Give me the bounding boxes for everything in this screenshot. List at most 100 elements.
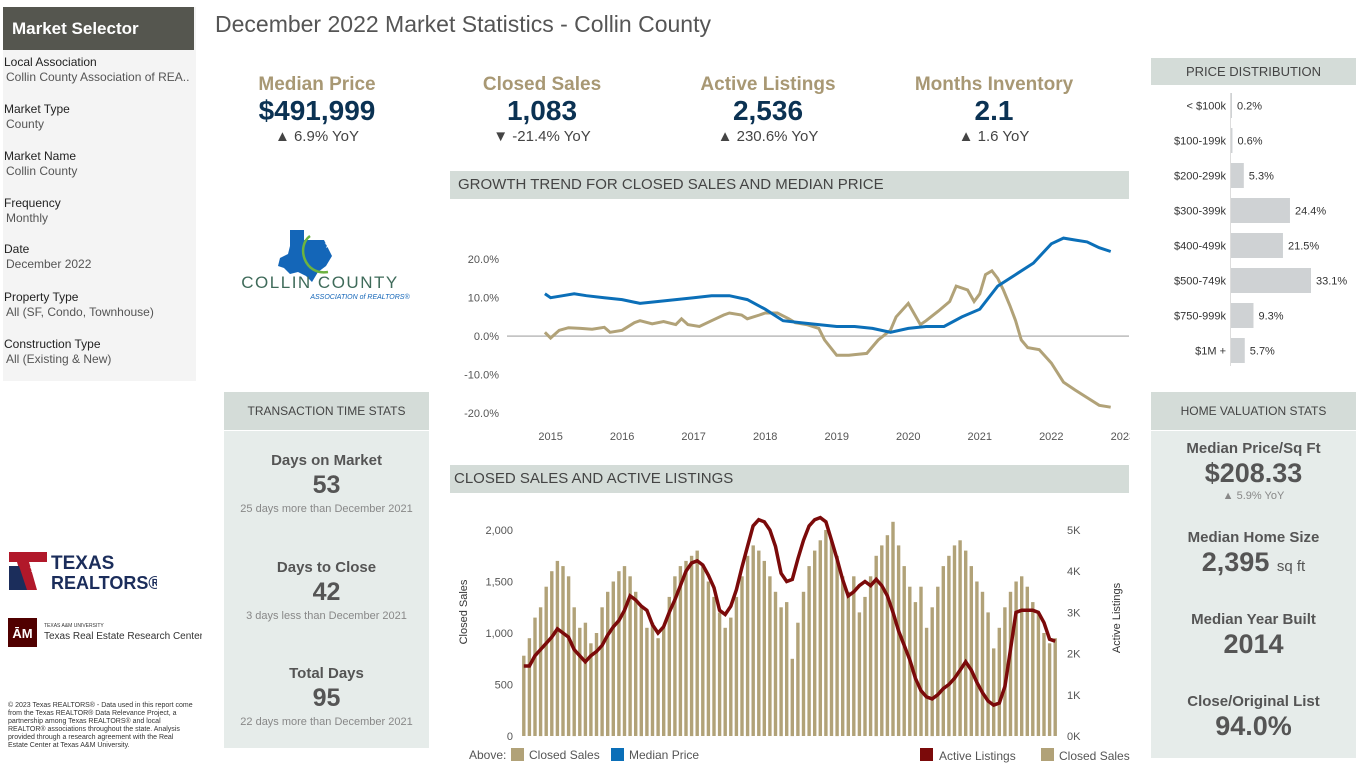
closed-sales-bar[interactable]	[611, 581, 615, 737]
closed-sales-bar[interactable]	[1031, 602, 1035, 736]
closed-sales-bar[interactable]	[885, 535, 890, 736]
closed-sales-bar[interactable]	[992, 648, 996, 736]
pd-bar[interactable]	[1231, 303, 1254, 328]
filter-value[interactable]: All (Existing & New)	[6, 352, 112, 366]
closed-sales-bar[interactable]	[1008, 591, 1013, 736]
closed-sales-bar[interactable]	[751, 545, 755, 736]
closed-sales-bar[interactable]	[768, 576, 772, 736]
closed-sales-bar[interactable]	[874, 555, 878, 737]
closed-sales-bar[interactable]	[701, 566, 705, 736]
closed-sales-bar[interactable]	[807, 566, 811, 736]
closed-sales-bar[interactable]	[589, 643, 593, 736]
closed-sales-bar[interactable]	[578, 627, 582, 736]
pd-bar[interactable]	[1231, 163, 1244, 188]
legend-closed-sales[interactable]: Closed Sales	[529, 748, 600, 762]
closed-sales-bar[interactable]	[1042, 633, 1046, 736]
closed-sales-bar[interactable]	[1053, 638, 1057, 736]
filter-local-association[interactable]: Local Association Collin County Associat…	[4, 55, 189, 84]
closed-sales-bar[interactable]	[594, 633, 599, 736]
closed-sales-bar[interactable]	[818, 540, 822, 736]
filter-market-name[interactable]: Market Name Collin County	[4, 149, 77, 178]
closed-sales-bar[interactable]	[952, 545, 957, 736]
closed-sales-bar[interactable]	[717, 612, 722, 736]
closed-sales-bar[interactable]	[829, 540, 834, 736]
closed-sales-bar[interactable]	[896, 545, 901, 736]
filter-construction-type[interactable]: Construction Type All (Existing & New)	[4, 337, 111, 366]
closed-sales-bar[interactable]	[606, 591, 610, 736]
closed-sales-bar[interactable]	[1047, 643, 1052, 736]
closed-sales-bar[interactable]	[857, 612, 862, 736]
closed-sales-bar[interactable]	[555, 560, 560, 736]
closed-sales-bar[interactable]	[1020, 576, 1024, 736]
closed-sales-bar[interactable]	[583, 622, 588, 736]
closed-sales-bar[interactable]	[846, 591, 850, 736]
closed-sales-bar[interactable]	[1036, 612, 1041, 736]
closed-sales-bar[interactable]	[930, 607, 934, 737]
closed-sales-bar[interactable]	[958, 540, 962, 736]
closed-sales-bar[interactable]	[936, 586, 940, 736]
closed-sales-bar[interactable]	[622, 566, 627, 736]
closed-sales-bar[interactable]	[522, 655, 526, 736]
closed-sales-bar[interactable]	[801, 591, 806, 736]
closed-sales-bar[interactable]	[757, 550, 761, 736]
closed-sales-bar[interactable]	[656, 638, 660, 736]
filter-value[interactable]: All (SF, Condo, Townhouse)	[6, 305, 154, 319]
filter-value[interactable]: County	[6, 117, 45, 131]
pd-bar[interactable]	[1231, 338, 1245, 363]
closed-sales-bar[interactable]	[538, 607, 543, 737]
filter-property-type[interactable]: Property Type All (SF, Condo, Townhouse)	[4, 290, 154, 319]
closed-sales-bar[interactable]	[947, 555, 951, 737]
closed-sales-bar[interactable]	[527, 638, 532, 736]
closed-sales-bar[interactable]	[919, 586, 923, 736]
pd-bar[interactable]	[1231, 93, 1232, 118]
closed-sales-bar[interactable]	[891, 521, 895, 736]
closed-sales-bar[interactable]	[868, 576, 873, 736]
closed-sales-bar[interactable]	[740, 576, 744, 736]
legend-median-price[interactable]: Median Price	[629, 748, 699, 762]
closed-sales-bar[interactable]	[662, 627, 666, 736]
closed-sales-bar[interactable]	[913, 602, 918, 736]
closed-sales-bar[interactable]	[980, 591, 985, 736]
closed-sales-bar[interactable]	[561, 566, 565, 736]
closed-sales-bar[interactable]	[706, 581, 711, 737]
pd-bar[interactable]	[1231, 198, 1290, 223]
closed-sales-bar[interactable]	[533, 617, 537, 736]
filter-value[interactable]: Collin County Association of REA..	[6, 70, 190, 84]
closed-sales-bar[interactable]	[695, 550, 699, 736]
closed-sales-bar[interactable]	[796, 622, 800, 736]
closed-sales-bar[interactable]	[689, 555, 694, 737]
closed-sales-bar[interactable]	[924, 627, 929, 736]
filter-value[interactable]: Collin County	[6, 164, 78, 178]
closed-sales-bar[interactable]	[824, 530, 828, 736]
closed-sales-bar[interactable]	[1014, 581, 1018, 737]
closed-sales-bar[interactable]	[835, 555, 839, 737]
pd-bar[interactable]	[1231, 128, 1233, 153]
closed-sales-bar[interactable]	[852, 576, 856, 736]
closed-sales-bar[interactable]	[779, 607, 783, 737]
closed-sales-bar[interactable]	[645, 627, 649, 736]
closed-sales-bar[interactable]	[941, 566, 945, 736]
pd-bar[interactable]	[1231, 233, 1283, 258]
closed-sales-bar[interactable]	[634, 591, 638, 736]
closed-sales-bar[interactable]	[650, 622, 655, 736]
closed-sales-bar[interactable]	[617, 571, 621, 736]
closed-sales-bar[interactable]	[813, 550, 817, 736]
closed-sales-bar[interactable]	[969, 566, 973, 736]
closed-sales-bar[interactable]	[673, 576, 677, 736]
closed-sales-bar[interactable]	[550, 571, 554, 736]
closed-sales-bar[interactable]	[712, 596, 716, 736]
filter-value[interactable]: Monthly	[6, 211, 49, 225]
closed-sales-bar[interactable]	[964, 550, 968, 736]
closed-sales-bar[interactable]	[1003, 607, 1007, 737]
closed-sales-bar[interactable]	[723, 627, 727, 736]
closed-sales-bar[interactable]	[986, 612, 990, 736]
closed-sales-bar[interactable]	[729, 617, 733, 736]
closed-sales-bar[interactable]	[639, 607, 643, 737]
filter-date[interactable]: Date December 2022	[4, 242, 91, 271]
closed-sales-bar[interactable]	[902, 566, 906, 736]
closed-sales-bar[interactable]	[684, 560, 688, 736]
closed-sales-bar[interactable]	[785, 602, 789, 736]
closed-sales-bar[interactable]	[667, 596, 671, 736]
closed-sales-bar[interactable]	[841, 576, 845, 736]
closed-sales-bar[interactable]	[628, 576, 632, 736]
